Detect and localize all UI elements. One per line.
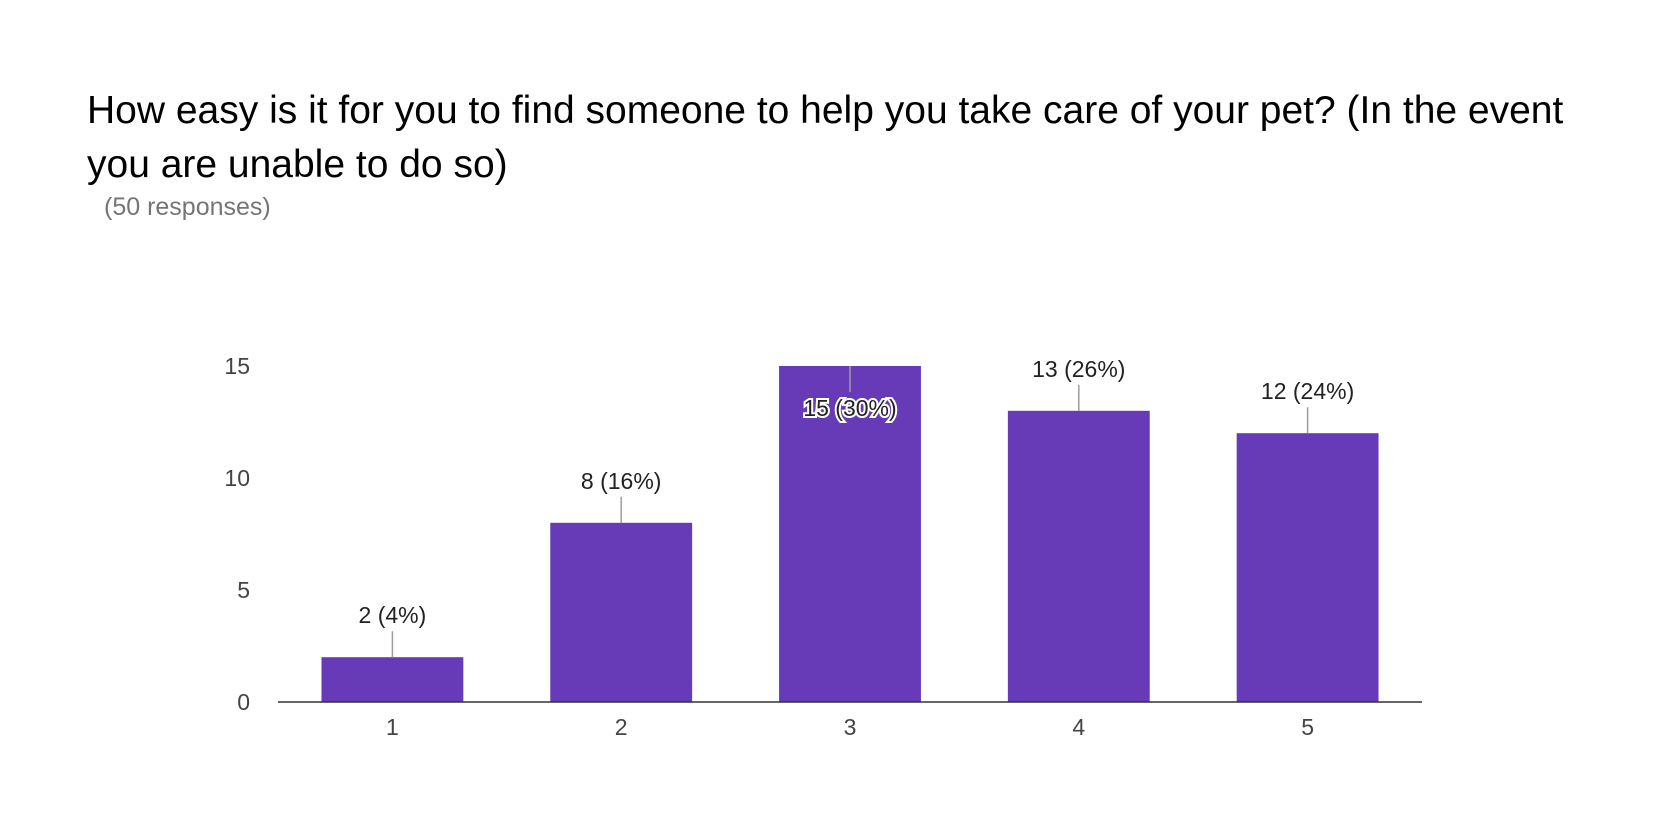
data-label: 8 (16%) (581, 468, 662, 494)
x-tick-label: 5 (1301, 714, 1314, 740)
bar-4 (1007, 410, 1150, 702)
x-tick-label: 1 (386, 714, 399, 740)
data-label: 15 (30%) (803, 395, 896, 421)
data-label: 12 (24%) (1261, 378, 1354, 404)
bar-3 (779, 366, 921, 702)
x-tick-label: 4 (1072, 714, 1085, 740)
bar-5 (1236, 433, 1379, 702)
chart-title: How easy is it for you to find someone t… (87, 89, 1564, 186)
x-tick-label: 3 (844, 714, 857, 740)
y-tick-label: 10 (224, 465, 250, 491)
y-tick-label: 0 (237, 689, 250, 715)
data-label: 2 (4%) (359, 602, 427, 628)
bar-2 (550, 522, 693, 702)
data-label: 13 (26%) (1032, 356, 1125, 382)
y-tick-label: 5 (237, 577, 250, 603)
x-tick-label: 2 (615, 714, 628, 740)
response-count: (50 responses) (104, 193, 271, 221)
y-tick-label: 15 (224, 353, 250, 379)
bar-1 (321, 657, 464, 702)
